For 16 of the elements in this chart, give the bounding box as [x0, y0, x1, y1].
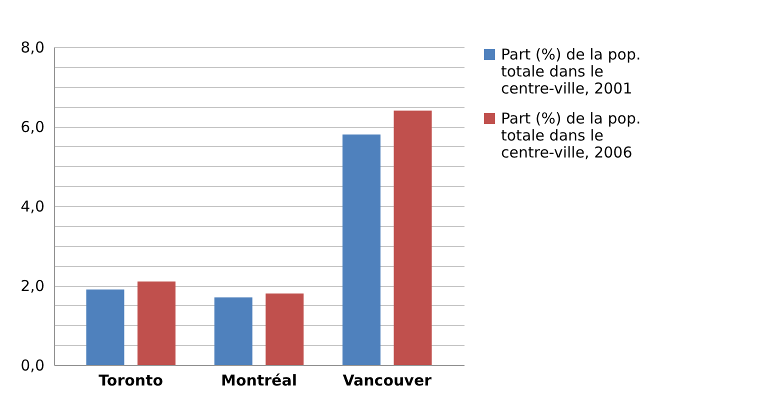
x-tick-label: Montréal [221, 372, 297, 390]
bar [266, 293, 304, 365]
y-tick-label: 8,0 [20, 38, 44, 56]
y-tick-label: 0,0 [20, 356, 44, 374]
bar [86, 289, 124, 365]
bar [394, 110, 432, 365]
y-tick-label: 4,0 [20, 198, 44, 216]
y-tick-label: 6,0 [20, 118, 44, 136]
bar [138, 282, 176, 365]
bar [342, 134, 380, 365]
x-tick-label: Vancouver [342, 372, 432, 390]
legend-label: Part (%) de la pop. totale dans le centre-ville, 2006 [501, 110, 641, 162]
x-tick-label: Toronto [98, 372, 164, 390]
legend-label: Part (%) de la pop. totale dans le centre-ville, 2001 [501, 46, 641, 98]
bar [214, 297, 252, 365]
y-tick-label: 2,0 [20, 277, 44, 295]
